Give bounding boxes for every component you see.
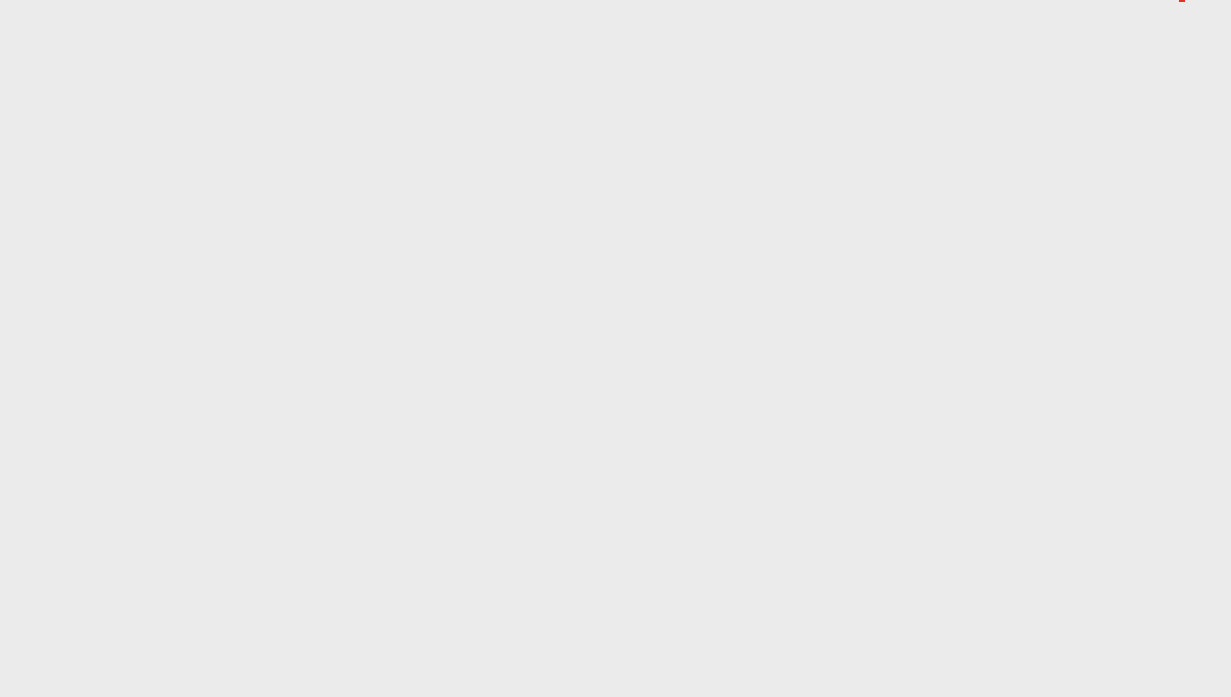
current-price-tag bbox=[1179, 0, 1185, 2]
note-annotation[interactable] bbox=[522, 8, 540, 113]
